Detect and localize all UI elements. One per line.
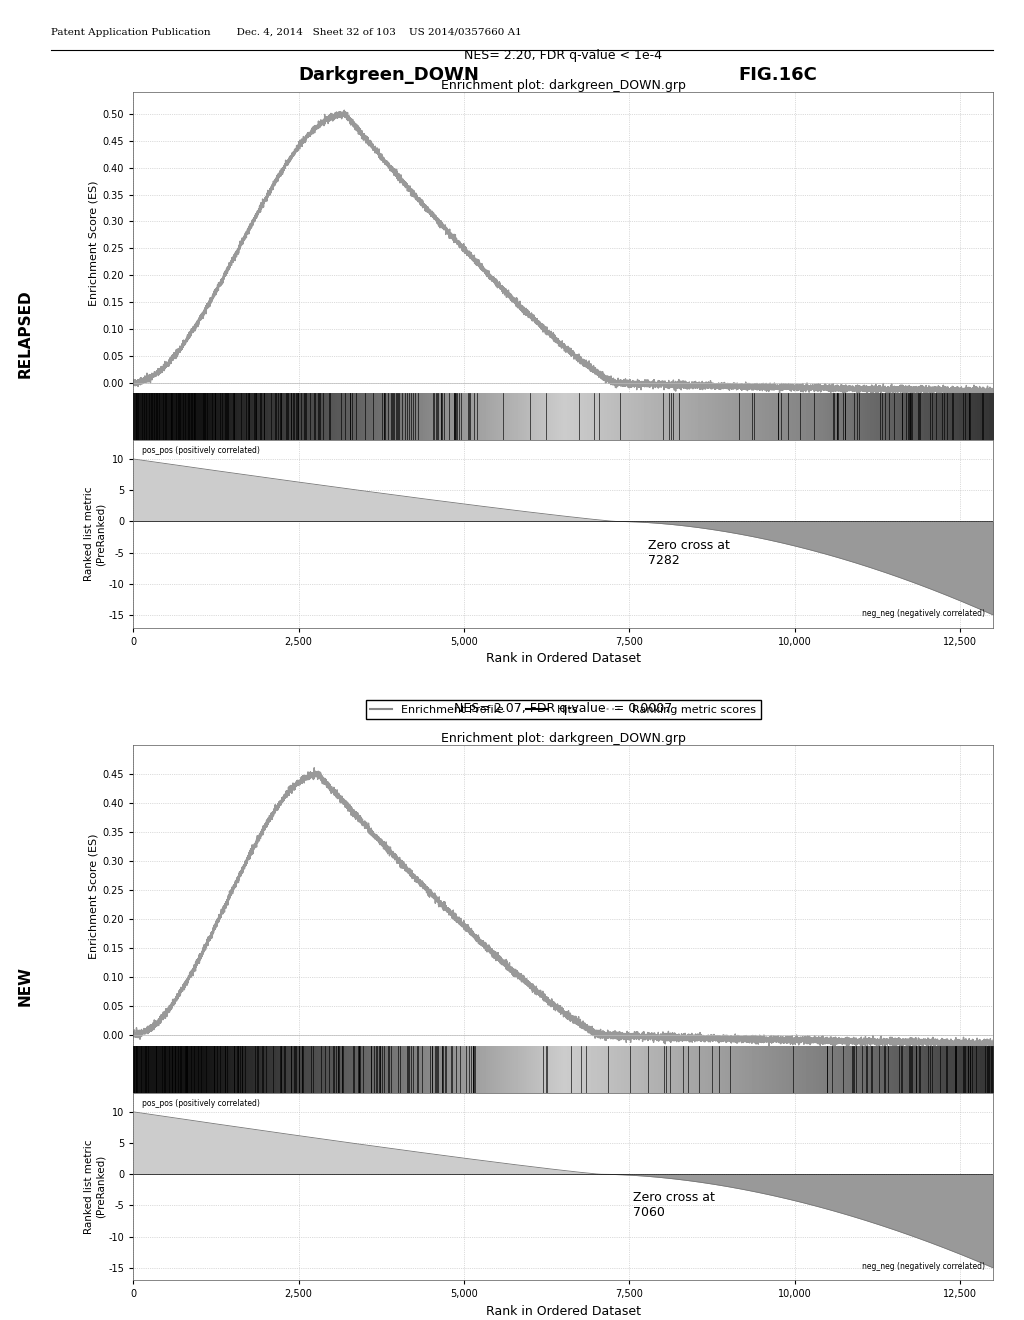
Text: Zero cross at
7060: Zero cross at 7060 xyxy=(633,1192,715,1220)
Text: neg_neg (negatively correlated): neg_neg (negatively correlated) xyxy=(861,1262,985,1271)
Y-axis label: Ranked list metric
(PreRanked): Ranked list metric (PreRanked) xyxy=(84,487,105,581)
Text: RELAPSED: RELAPSED xyxy=(18,289,33,378)
Text: NEW: NEW xyxy=(18,966,33,1006)
Text: NES= 2.07, FDR q-value  = 0.0007: NES= 2.07, FDR q-value = 0.0007 xyxy=(454,702,673,715)
Y-axis label: Enrichment Score (ES): Enrichment Score (ES) xyxy=(88,833,98,958)
Y-axis label: Enrichment Score (ES): Enrichment Score (ES) xyxy=(88,180,98,306)
Text: pos_pos (positively correlated): pos_pos (positively correlated) xyxy=(141,1098,260,1107)
Text: Zero cross at
7282: Zero cross at 7282 xyxy=(648,539,730,566)
Text: Patent Application Publication        Dec. 4, 2014   Sheet 32 of 103    US 2014/: Patent Application Publication Dec. 4, 2… xyxy=(51,28,522,37)
Text: NES= 2.20, FDR q-value < 1e-4: NES= 2.20, FDR q-value < 1e-4 xyxy=(464,49,663,62)
Text: Darkgreen_DOWN: Darkgreen_DOWN xyxy=(299,66,479,84)
Legend: Enrichment Profile, Hits, Ranking metric scores: Enrichment Profile, Hits, Ranking metric… xyxy=(366,701,761,719)
X-axis label: Rank in Ordered Dataset: Rank in Ordered Dataset xyxy=(485,652,641,665)
Text: FIG.16C: FIG.16C xyxy=(738,66,818,84)
Text: pos_pos (positively correlated): pos_pos (positively correlated) xyxy=(141,446,260,455)
Title: Enrichment plot: darkgreen_DOWN.grp: Enrichment plot: darkgreen_DOWN.grp xyxy=(440,733,686,746)
Title: Enrichment plot: darkgreen_DOWN.grp: Enrichment plot: darkgreen_DOWN.grp xyxy=(440,79,686,92)
X-axis label: Rank in Ordered Dataset: Rank in Ordered Dataset xyxy=(485,1305,641,1317)
Y-axis label: Ranked list metric
(PreRanked): Ranked list metric (PreRanked) xyxy=(84,1139,105,1234)
Text: neg_neg (negatively correlated): neg_neg (negatively correlated) xyxy=(861,609,985,618)
